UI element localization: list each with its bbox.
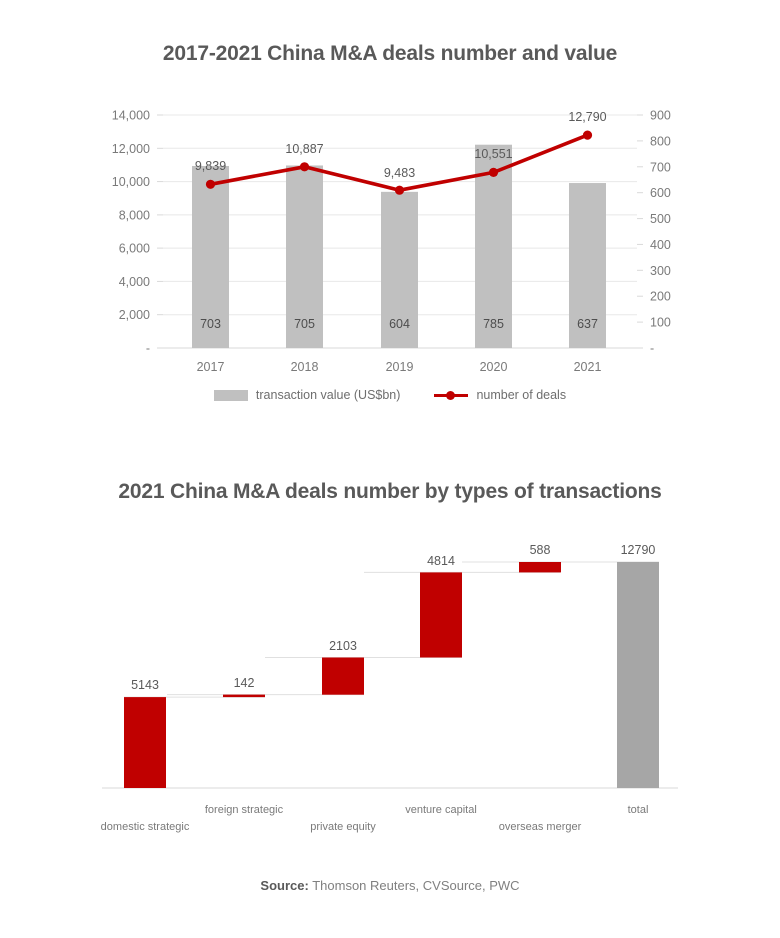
chart-1-y2tick-200: 200 xyxy=(650,290,671,304)
bar-2021 xyxy=(569,183,606,348)
bar-label-2019: 604 xyxy=(389,317,410,331)
source-footer: Source: Thomson Reuters, CVSource, PWC xyxy=(0,878,780,893)
line-label-2019: 9,483 xyxy=(384,166,415,180)
line-marker-2018 xyxy=(299,162,310,172)
xtick-2021: 2021 xyxy=(574,360,602,374)
chart-1-ytick-2000: 2,000 xyxy=(119,308,150,322)
chart-1-ytick-0: - xyxy=(146,342,150,356)
chart-1-line-series xyxy=(205,130,593,195)
wf-label-foreign-strategic: 142 xyxy=(234,676,255,690)
bar-label-2017: 703 xyxy=(200,317,221,331)
line-label-2021: 12,790 xyxy=(568,110,606,124)
wf-cat-venture-capital: venture capital xyxy=(405,804,477,816)
wf-cat-total: total xyxy=(628,804,649,816)
wf-label-overseas-merger: 588 xyxy=(530,543,551,557)
chart-1-category-labels: 2017 2018 2019 2020 2021 xyxy=(197,360,602,374)
chart-1-ytick-8000: 8,000 xyxy=(119,208,150,222)
wf-bar-overseas-merger xyxy=(519,562,561,573)
legend-item-number-of-deals[interactable]: number of deals xyxy=(434,388,566,402)
legend-label-transaction-value: transaction value (US$bn) xyxy=(255,388,401,402)
chart-1-legend: transaction value (US$bn) number of deal… xyxy=(0,388,780,402)
line-marker-2021 xyxy=(582,130,593,140)
chart-2-container: 2021 China M&A deals number by types of … xyxy=(0,455,780,855)
chart-1-right-axis: 900 800 700 600 500 400 300 200 100 - xyxy=(637,109,671,356)
chart-1-y2tick-300: 300 xyxy=(650,264,671,278)
wf-label-venture-capital: 4814 xyxy=(427,554,455,568)
chart-2-plot: 5143 142 2103 4814 588 12790 domestic st… xyxy=(0,455,780,855)
line-label-2020: 10,551 xyxy=(474,147,512,161)
wf-cat-foreign-strategic: foreign strategic xyxy=(205,804,284,816)
chart-2-connectors xyxy=(124,561,659,698)
chart-2-svg: 5143 142 2103 4814 588 12790 domestic st… xyxy=(101,543,678,833)
chart-1-y2tick-500: 500 xyxy=(650,212,671,226)
chart-1-y2tick-600: 600 xyxy=(650,186,671,200)
bar-label-2018: 705 xyxy=(294,317,315,331)
wf-bar-private-equity xyxy=(322,657,364,695)
wf-bar-venture-capital xyxy=(420,572,462,658)
wf-cat-private-equity: private equity xyxy=(310,821,376,833)
chart-1-title: 2017-2021 China M&A deals number and val… xyxy=(162,42,618,65)
bar-2019 xyxy=(381,191,418,348)
chart-1-y2tick-400: 400 xyxy=(650,238,671,252)
chart-2-title: 2021 China M&A deals number by types of … xyxy=(118,480,662,503)
chart-1-y2tick-0: - xyxy=(650,342,654,356)
bar-2017 xyxy=(192,165,229,348)
chart-1-bar-labels: 703 705 604 785 637 xyxy=(200,317,598,331)
legend-line-swatch-icon xyxy=(434,390,469,401)
legend-item-transaction-value[interactable]: transaction value (US$bn) xyxy=(213,388,401,402)
source-text: Thomson Reuters, CVSource, PWC xyxy=(312,878,520,893)
legend-bar-swatch-icon xyxy=(213,389,248,401)
chart-1-y2tick-800: 800 xyxy=(650,134,671,148)
chart-1-container: 2017-2021 China M&A deals number and val… xyxy=(0,0,780,430)
bar-2020 xyxy=(475,144,512,348)
xtick-2020: 2020 xyxy=(480,360,508,374)
wf-label-private-equity: 2103 xyxy=(329,639,357,653)
legend-label-number-of-deals: number of deals xyxy=(476,388,567,402)
chart-1-y2tick-900: 900 xyxy=(650,109,671,123)
wf-cat-overseas-merger: overseas merger xyxy=(499,821,582,833)
wf-cat-domestic-strategic: domestic strategic xyxy=(101,821,190,833)
line-label-2017: 9,839 xyxy=(195,159,226,173)
chart-1-ytick-6000: 6,000 xyxy=(119,242,150,256)
line-marker-2020 xyxy=(488,167,499,177)
chart-1-ytick-4000: 4,000 xyxy=(119,275,150,289)
xtick-2017: 2017 xyxy=(197,360,225,374)
chart-2-value-labels: 5143 142 2103 4814 588 12790 xyxy=(131,543,655,692)
chart-1-left-axis: 14,000 12,000 10,000 8,000 6,000 4,000 2… xyxy=(112,109,163,356)
wf-bar-domestic-strategic xyxy=(124,697,166,788)
chart-1-ytick-14000: 14,000 xyxy=(112,109,150,123)
bar-2018 xyxy=(286,165,323,348)
chart-1-y2tick-100: 100 xyxy=(650,316,671,330)
bar-label-2020: 785 xyxy=(483,317,504,331)
chart-1-plot: 14,000 12,000 10,000 8,000 6,000 4,000 2… xyxy=(0,0,780,430)
chart-2-category-labels: domestic strategic foreign strategic pri… xyxy=(101,804,649,833)
chart-1-ytick-10000: 10,000 xyxy=(112,175,150,189)
chart-2-bars xyxy=(124,562,659,788)
line-marker-2019 xyxy=(394,185,405,195)
wf-label-domestic-strategic: 5143 xyxy=(131,678,159,692)
chart-1-svg: 14,000 12,000 10,000 8,000 6,000 4,000 2… xyxy=(112,109,671,375)
bar-label-2021: 637 xyxy=(577,317,598,331)
chart-1-y2tick-700: 700 xyxy=(650,160,671,174)
line-label-2018: 10,887 xyxy=(285,142,323,156)
wf-bar-total xyxy=(617,562,659,788)
wf-bar-foreign-strategic xyxy=(223,694,265,698)
wf-label-total: 12790 xyxy=(621,543,656,557)
source-label: Source: xyxy=(260,878,309,893)
chart-1-line-labels: 9,839 10,887 9,483 10,551 12,790 xyxy=(195,110,607,180)
xtick-2018: 2018 xyxy=(291,360,319,374)
line-marker-2017 xyxy=(205,179,216,189)
chart-1-bars xyxy=(192,144,606,348)
xtick-2019: 2019 xyxy=(386,360,414,374)
chart-1-ytick-12000: 12,000 xyxy=(112,142,150,156)
